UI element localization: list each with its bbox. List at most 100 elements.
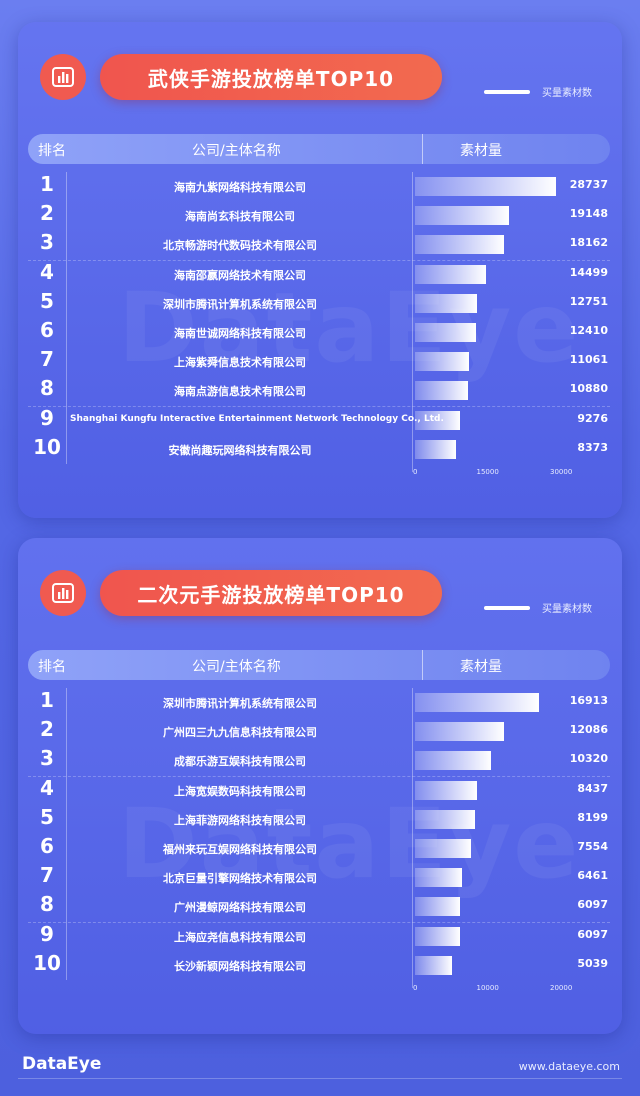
data-label: 28737 — [569, 178, 608, 191]
company-name: 海南邵嬴网络技术有限公司 — [174, 268, 306, 282]
company-name: 海南九紫网络科技有限公司 — [174, 181, 306, 194]
axis-tick-label: 15000 — [476, 468, 499, 476]
rank-number: 3 — [40, 746, 54, 771]
data-label: 6097 — [577, 898, 608, 912]
rank-number: 9 — [40, 921, 54, 946]
company-name: 海南尚玄科技有限公司 — [185, 210, 295, 224]
data-label: 9276 — [577, 411, 608, 425]
group-separator — [28, 405, 610, 407]
table-row: 10 长沙新颖网络科技有限公司 5039 — [18, 951, 622, 980]
rank-number: 10 — [33, 950, 61, 975]
table-row: 9 上海应尧信息科技有限公司 6097 — [18, 922, 622, 951]
bar — [415, 751, 491, 771]
rank-number: 4 — [40, 775, 54, 800]
table-row: 9 Shanghai Kungfu Interactive Entertainme… — [18, 406, 622, 435]
rank-number: 10 — [33, 434, 61, 459]
bar — [415, 235, 504, 255]
company-name: 北京巨量引擎网络技术有限公司 — [163, 872, 317, 886]
header-company: 公司/主体名称 — [192, 659, 281, 675]
company-name: 海南世诚网络科技有限公司 — [174, 327, 306, 340]
data-label: 19148 — [569, 207, 608, 221]
group-separator — [28, 775, 610, 777]
header-divider — [422, 650, 423, 680]
bar — [415, 839, 471, 858]
rank-number: 1 — [40, 688, 54, 712]
data-label: 12086 — [569, 723, 608, 737]
bar — [415, 206, 509, 226]
bar — [415, 439, 457, 459]
ranking-card-wuxia: DataEye 武侠手游投放榜单TOP10 买量素材数 排名 公司/主体名称 素… — [18, 22, 622, 518]
bar-chart-icon — [40, 570, 86, 616]
table-row: 5 上海菲游网络科技有限公司 8199 — [18, 805, 622, 834]
bar — [415, 323, 476, 342]
table-row: 1 深圳市腾讯计算机系统有限公司 16913 — [18, 688, 622, 717]
group-separator — [28, 921, 610, 923]
data-label: 10320 — [569, 752, 608, 766]
company-name: 上海宽娱数码科技有限公司 — [174, 784, 306, 798]
table-row: 2 广州四三九九信息科技有限公司 12086 — [18, 717, 622, 746]
header-company: 公司/主体名称 — [192, 143, 281, 159]
data-label: 10880 — [569, 382, 608, 396]
company-name: 长沙新颖网络科技有限公司 — [174, 959, 306, 973]
bar — [415, 177, 556, 196]
bar — [415, 868, 463, 888]
bar — [415, 352, 470, 372]
table-row: 6 海南世诚网络科技有限公司 12410 — [18, 318, 622, 347]
company-name: 深圳市腾讯计算机系统有限公司 — [163, 697, 317, 710]
data-label: 6461 — [577, 869, 608, 883]
company-name: Shanghai Kungfu Interactive Entertainmen… — [70, 413, 444, 424]
data-label: 8437 — [577, 781, 608, 795]
axis-tick-label: 0 — [413, 984, 418, 992]
rank-number: 6 — [40, 318, 54, 342]
rank-number: 5 — [40, 804, 54, 829]
rank-number: 2 — [40, 717, 54, 742]
legend-label: 买量素材数 — [542, 604, 592, 615]
rank-number: 9 — [40, 405, 54, 430]
rank-number: 6 — [40, 834, 54, 858]
bar — [415, 926, 460, 946]
data-label: 14499 — [569, 265, 608, 279]
bar — [415, 381, 469, 401]
bar — [415, 410, 461, 430]
bar — [415, 955, 453, 975]
rank-number: 8 — [40, 892, 54, 917]
chart-title: 武侠手游投放榜单TOP10 — [100, 54, 442, 100]
table-row: 7 北京巨量引擎网络技术有限公司 6461 — [18, 863, 622, 892]
ranking-card-anime: DataEye 二次元手游投放榜单TOP10 买量素材数 排名 公司/主体名称 … — [18, 538, 622, 1034]
data-label: 5039 — [577, 956, 608, 970]
company-name: 深圳市腾讯计算机系统有限公司 — [163, 297, 317, 311]
axis-tick-label: 10000 — [476, 984, 499, 992]
header-rank: 排名 — [38, 659, 66, 675]
data-label: 7554 — [577, 840, 608, 853]
company-name: 海南点游信息技术有限公司 — [174, 385, 306, 399]
rank-number: 8 — [40, 376, 54, 401]
dataeye-logo: DataEye — [22, 1054, 102, 1074]
company-name: 上海菲游网络科技有限公司 — [174, 813, 306, 827]
header-materials: 素材量 — [460, 659, 502, 675]
bar — [415, 897, 460, 917]
company-name: 北京畅游时代数码技术有限公司 — [163, 239, 317, 253]
bar — [415, 293, 478, 313]
data-label: 6097 — [577, 927, 608, 941]
table-header: 排名 公司/主体名称 素材量 — [28, 134, 610, 164]
axis-tick-label: 30000 — [550, 468, 573, 476]
bar — [415, 693, 540, 712]
rank-number: 1 — [40, 172, 54, 196]
group-separator — [28, 259, 610, 261]
data-label: 12410 — [569, 324, 608, 337]
table-row: 4 海南邵嬴网络技术有限公司 14499 — [18, 260, 622, 289]
table-row: 8 广州漫鲸网络科技有限公司 6097 — [18, 892, 622, 921]
data-label: 16913 — [569, 694, 608, 707]
bar — [415, 780, 477, 800]
company-name: 广州四三九九信息科技有限公司 — [163, 726, 317, 740]
legend-swatch — [484, 89, 530, 94]
rank-number: 5 — [40, 288, 54, 313]
rank-number: 7 — [40, 863, 54, 888]
table-row: 1 海南九紫网络科技有限公司 28737 — [18, 172, 622, 201]
footer-divider — [18, 1078, 622, 1079]
company-name: 广州漫鲸网络科技有限公司 — [174, 901, 306, 915]
table-row: 7 上海紫舜信息技术有限公司 11061 — [18, 347, 622, 376]
table-row: 4 上海宽娱数码科技有限公司 8437 — [18, 776, 622, 805]
data-label: 18162 — [569, 236, 608, 250]
table-row: 5 深圳市腾讯计算机系统有限公司 12751 — [18, 289, 622, 318]
